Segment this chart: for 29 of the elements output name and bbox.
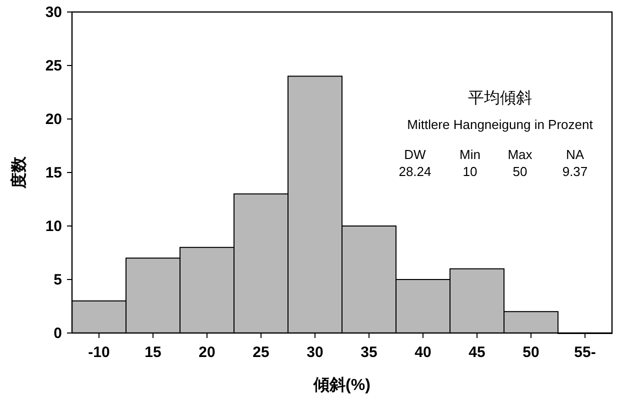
annotation: 9.37 — [562, 164, 588, 179]
annotation: Mittlere Hangneigung in Prozent — [407, 117, 594, 132]
x-tick-label: 35 — [360, 344, 378, 361]
y-tick-label: 30 — [45, 4, 62, 21]
x-tick-label: 15 — [144, 344, 162, 361]
x-tick-label: 55- — [574, 344, 596, 361]
y-tick-label: 25 — [45, 58, 62, 74]
y-tick-label: 15 — [45, 164, 62, 182]
x-tick-label: 30 — [306, 344, 324, 361]
y-tick-label: 5 — [54, 272, 62, 288]
annotation: 平均傾斜 — [468, 90, 532, 107]
annotation: 28.24 — [398, 164, 432, 179]
x-tick-label: 40 — [414, 344, 432, 361]
y-tick-label: 10 — [45, 218, 62, 235]
x-tick-label: 20 — [198, 344, 216, 361]
annotation: 50 — [512, 164, 528, 179]
annotation: 10 — [462, 164, 478, 179]
annotation: Max — [508, 147, 533, 162]
x-tick-label: 45 — [468, 344, 486, 361]
x-tick-label: 25 — [252, 344, 270, 361]
x-tick-label: -10 — [88, 344, 110, 361]
x-tick-label: 50 — [522, 344, 540, 361]
annotation: DW — [404, 147, 427, 162]
annotation: NA — [566, 147, 584, 162]
y-tick-label: 0 — [54, 325, 62, 342]
annotation: Min — [460, 147, 480, 162]
y-tick-label: 20 — [45, 111, 62, 128]
y-axis-title: 度数 — [9, 156, 28, 190]
x-axis-title: 傾斜(%) — [312, 376, 370, 394]
